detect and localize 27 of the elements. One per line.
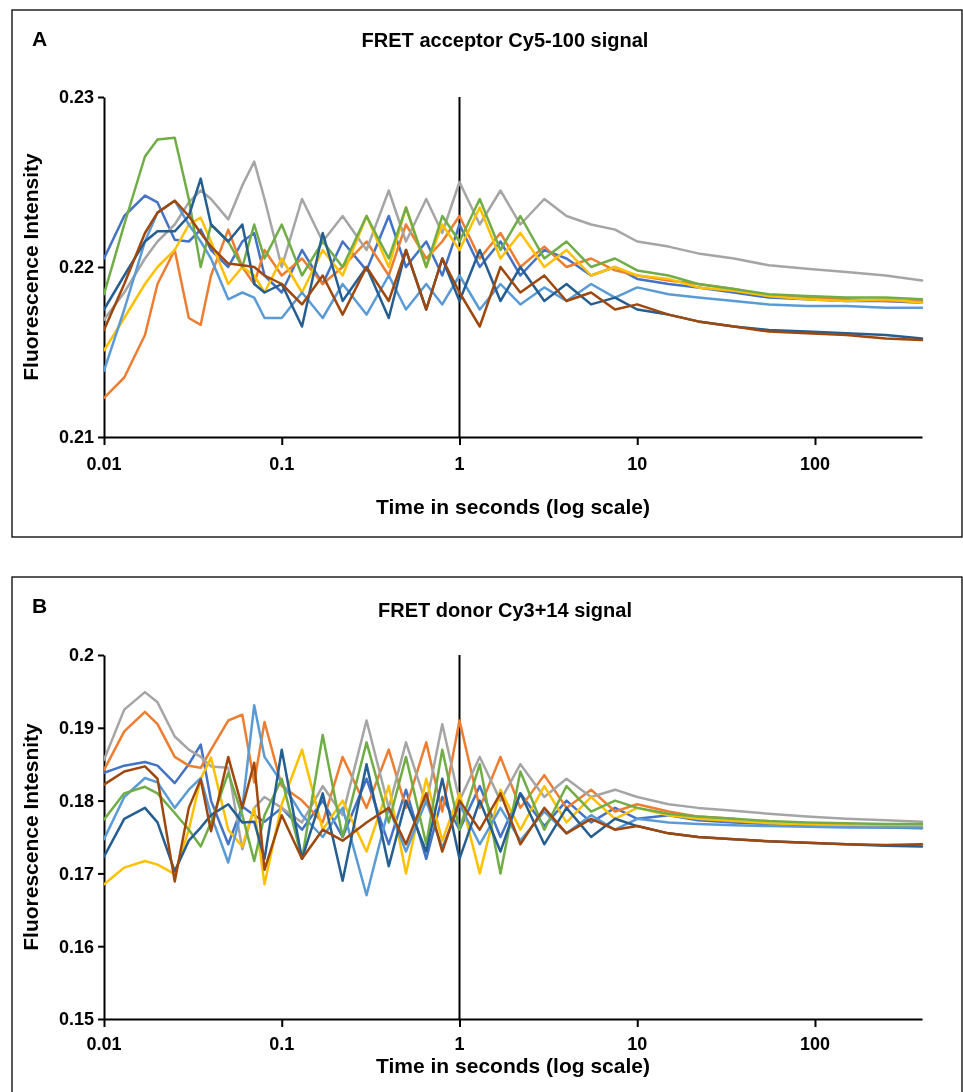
x-tick-label: 100 <box>799 1034 831 1054</box>
y-axis-title: Fluorescence Intesnity <box>19 722 42 951</box>
y-tick-label: 0.18 <box>58 790 94 811</box>
y-axis-title: Fluorescence Intensity <box>19 152 42 381</box>
x-tick-label: 1 <box>454 454 465 474</box>
chart-title: FRET donor Cy3+14 signal <box>378 599 632 621</box>
y-tick-label: 0.2 <box>68 645 94 666</box>
x-axis-title: Time in seconds (log scale) <box>376 1054 650 1077</box>
y-tick-label: 0.21 <box>58 427 94 448</box>
x-tick-label: 10 <box>627 454 648 474</box>
text: A <box>32 27 48 50</box>
y-tick-label: 0.17 <box>58 863 94 884</box>
y-tick-label: 0.22 <box>58 257 94 278</box>
y-tick-label: 0.19 <box>58 718 94 739</box>
x-tick-label: 0.1 <box>269 1034 295 1054</box>
x-tick-label: 0.1 <box>269 454 295 474</box>
chart-title: FRET acceptor Cy5-100 signal <box>361 29 649 51</box>
text: B <box>32 594 48 617</box>
y-tick-label: 0.23 <box>58 87 94 108</box>
x-tick-label: 0.01 <box>86 454 122 474</box>
y-tick-label: 0.15 <box>58 1009 94 1030</box>
x-tick-label: 0.01 <box>86 1034 122 1054</box>
y-tick-label: 0.16 <box>58 936 94 957</box>
x-tick-label: 10 <box>627 1034 648 1054</box>
x-tick-label: 100 <box>799 454 831 474</box>
x-axis-title: Time in seconds (log scale) <box>376 495 650 518</box>
x-tick-label: 1 <box>454 1034 465 1054</box>
